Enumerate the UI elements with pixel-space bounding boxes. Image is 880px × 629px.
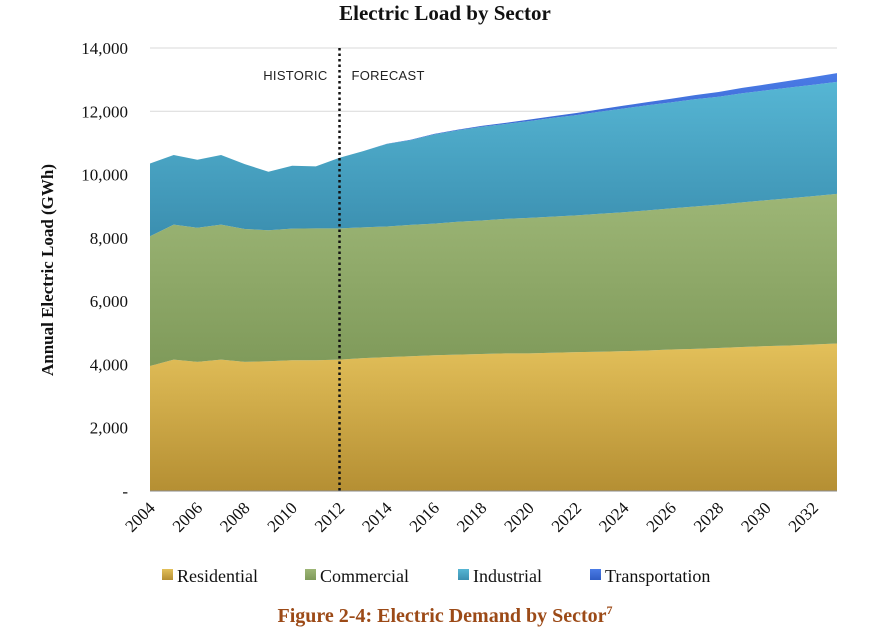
y-axis-label: Annual Electric Load (GWh) — [38, 164, 57, 376]
forecast-label: FORECAST — [352, 68, 425, 83]
x-tick-label-2016: 2016 — [406, 498, 443, 535]
figure-caption-footnote: 7 — [607, 603, 613, 617]
chart-title: Electric Load by Sector — [339, 1, 551, 25]
figure-caption: Figure 2-4: Electric Demand by Sector7 — [278, 603, 613, 627]
x-tick-label-2032: 2032 — [785, 498, 822, 535]
legend-label-commercial: Commercial — [320, 566, 409, 586]
y-tick-label-4: 8,000 — [90, 229, 128, 248]
x-tick-label-2020: 2020 — [500, 498, 537, 535]
legend-label-residential: Residential — [177, 566, 258, 586]
x-tick-label-2030: 2030 — [737, 498, 774, 535]
legend-label-transportation: Transportation — [605, 566, 710, 586]
legend-item-industrial: Industrial — [458, 566, 542, 586]
historic-label: HISTORIC — [263, 68, 327, 83]
legend-item-residential: Residential — [162, 566, 258, 586]
x-tick-label-2018: 2018 — [453, 498, 490, 535]
legend-swatch-residential — [162, 569, 173, 580]
area-residential — [150, 343, 837, 491]
x-tick-label-2028: 2028 — [690, 498, 727, 535]
legend-item-commercial: Commercial — [305, 566, 409, 586]
x-tick-label-2014: 2014 — [358, 498, 396, 536]
legend-swatch-commercial — [305, 569, 316, 580]
legend-swatch-industrial — [458, 569, 469, 580]
figure-caption-text: Figure 2-4: Electric Demand by Sector — [278, 605, 607, 627]
x-tick-label-2008: 2008 — [216, 498, 253, 535]
y-tick-label-2: 4,000 — [90, 355, 128, 374]
x-tick-label-2010: 2010 — [263, 498, 300, 535]
x-tick-label-2022: 2022 — [548, 498, 585, 535]
area-commercial — [150, 193, 837, 367]
y-tick-label-5: 10,000 — [81, 166, 128, 185]
x-tick-label-2024: 2024 — [595, 498, 633, 536]
legend-item-transportation: Transportation — [590, 566, 710, 586]
y-axis-ticks: - 2,000 4,000 6,000 8,000 10,000 12,000 14,000 — [81, 39, 128, 501]
y-tick-label-0: - — [122, 482, 128, 501]
x-axis-ticks: 2004 2006 2008 2010 2012 2014 2016 2018 2020 2022… — [121, 498, 822, 536]
y-tick-label-7: 14,000 — [81, 39, 128, 58]
stacked-areas — [150, 73, 837, 492]
x-tick-label-2012: 2012 — [311, 498, 348, 535]
legend: Residential Commercial Industrial Transport… — [162, 566, 710, 586]
y-tick-label-3: 6,000 — [90, 292, 128, 311]
y-tick-label-1: 2,000 — [90, 419, 128, 438]
x-tick-label-2026: 2026 — [643, 498, 680, 535]
legend-label-industrial: Industrial — [473, 566, 542, 586]
y-tick-label-6: 12,000 — [81, 102, 128, 121]
x-tick-label-2006: 2006 — [169, 498, 206, 535]
legend-swatch-transportation — [590, 569, 601, 580]
area-industrial — [150, 81, 837, 237]
x-tick-label-2004: 2004 — [121, 498, 159, 536]
